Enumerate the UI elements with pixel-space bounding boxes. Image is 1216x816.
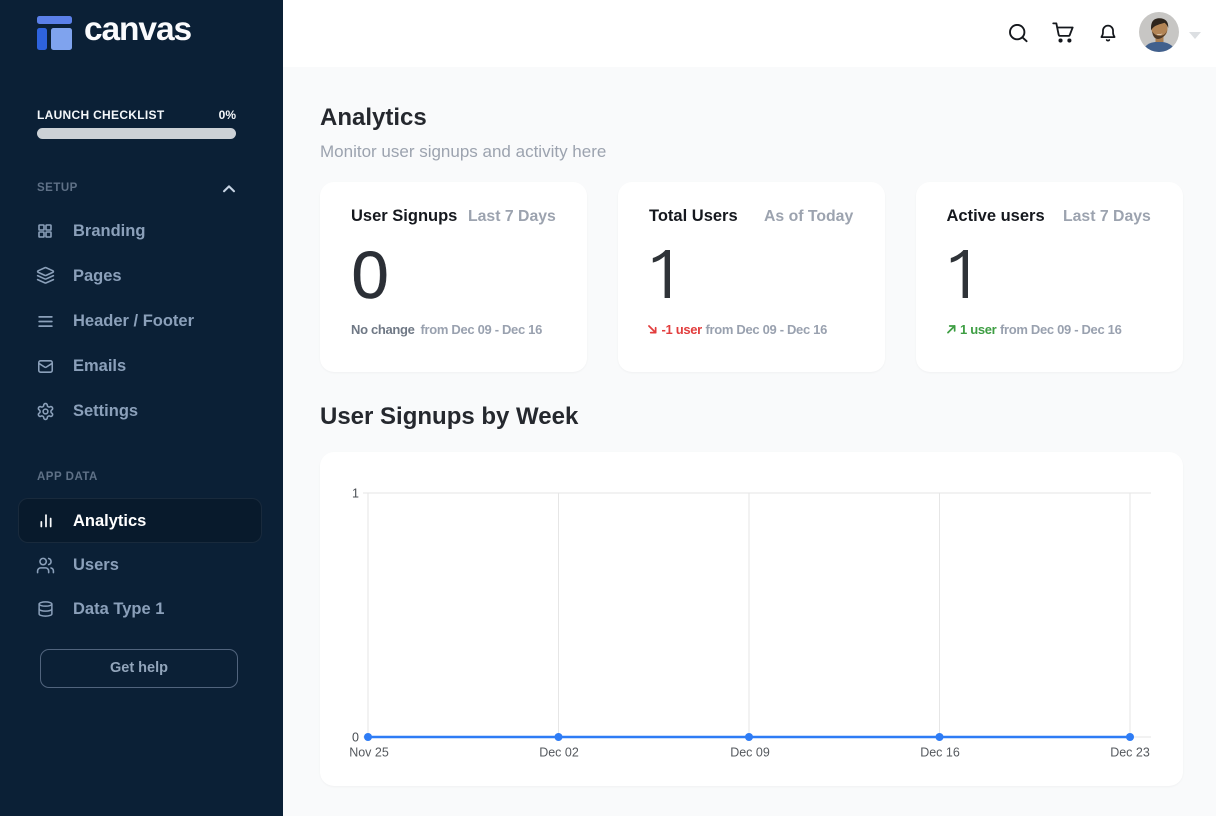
svg-text:Dec 16: Dec 16	[920, 746, 960, 760]
svg-text:Dec 23: Dec 23	[1110, 746, 1150, 760]
svg-text:1: 1	[352, 487, 359, 501]
svg-text:0: 0	[352, 731, 359, 745]
svg-text:Dec 02: Dec 02	[539, 746, 579, 760]
svg-text:Nov 25: Nov 25	[349, 746, 389, 760]
svg-text:Dec 09: Dec 09	[730, 746, 770, 760]
